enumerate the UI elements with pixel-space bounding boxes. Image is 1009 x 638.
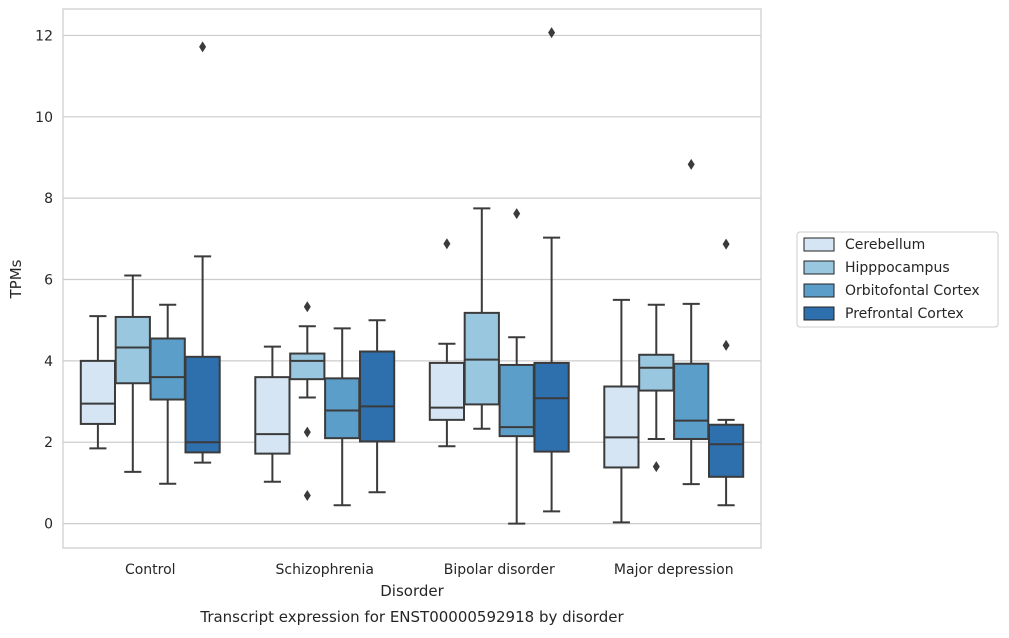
y-tick-label: 2 — [44, 435, 53, 451]
y-axis-label: TPMs — [7, 259, 25, 299]
y-tick-label: 6 — [44, 273, 53, 289]
box-body — [533, 361, 570, 453]
outlier-point — [513, 208, 521, 220]
plot-area-frame — [62, 8, 762, 549]
box-body — [324, 377, 361, 440]
outlier-point — [687, 158, 695, 170]
y-tick-label: 4 — [44, 354, 53, 370]
outlier-point — [199, 41, 207, 53]
box-body — [358, 350, 396, 443]
box-body — [289, 352, 326, 381]
box-body — [184, 355, 221, 454]
box-body — [428, 361, 466, 421]
x-axis-label: Disorder — [380, 582, 444, 600]
y-tick-label: 10 — [35, 110, 53, 126]
box-3-1 — [638, 303, 675, 473]
box-body — [114, 315, 151, 385]
y-tick-label: 8 — [44, 191, 53, 207]
box-body — [79, 359, 117, 425]
box-2-3 — [533, 27, 570, 513]
legend-label: Prefrontal Cortex — [845, 306, 964, 322]
box-body — [498, 363, 535, 438]
box-1-1 — [289, 301, 326, 502]
x-tick-label: Bipolar disorder — [444, 562, 555, 578]
box-1-0 — [254, 345, 291, 483]
outlier-point — [303, 301, 311, 313]
legend-label: Orbitofontal Cortex — [845, 283, 980, 299]
outlier-point — [303, 426, 311, 438]
y-tick-labels: 0 2 4 6 8 10 12 — [35, 28, 53, 532]
box-body — [638, 353, 675, 392]
chart-title: Transcript expression for ENST0000059291… — [199, 608, 624, 626]
x-tick-label: Control — [125, 562, 176, 578]
outlier-point — [722, 238, 730, 250]
x-tick-label: Schizophrenia — [276, 562, 374, 578]
box-1-3 — [358, 319, 396, 494]
y-tick-label: 12 — [35, 28, 53, 44]
box-body — [603, 385, 640, 469]
box-1-2 — [324, 327, 361, 507]
outlier-point — [303, 490, 311, 502]
box-0-0 — [79, 315, 117, 450]
legend-swatch — [803, 283, 835, 298]
y-tick-label: 0 — [44, 517, 53, 533]
legend: Cerebellum Hipppocampus Orbitofontal Corte… — [796, 231, 999, 328]
box-body — [707, 423, 745, 478]
x-tick-label: Major depression — [614, 562, 734, 578]
legend-frame — [796, 231, 999, 328]
box-2-1 — [463, 207, 500, 430]
box-body — [463, 311, 500, 406]
legend-swatch — [803, 237, 835, 252]
box-0-3 — [184, 41, 221, 464]
outlier-point — [443, 238, 451, 250]
outlier-point — [722, 339, 730, 351]
legend-swatch — [803, 306, 835, 321]
box-body — [254, 376, 291, 455]
box-body — [673, 362, 710, 440]
box-3-2 — [673, 158, 710, 486]
legend-swatch — [803, 260, 835, 275]
box-2-0 — [428, 238, 466, 448]
x-tick-labels: Control Schizophrenia Bipolar disorder Majo… — [125, 562, 734, 578]
box-body — [149, 337, 186, 401]
legend-label: Cerebellum — [845, 237, 925, 253]
outlier-point — [652, 461, 660, 473]
box-3-0 — [603, 298, 640, 524]
legend-label: Hipppocampus — [845, 260, 950, 276]
boxes — [79, 27, 745, 525]
outlier-point — [548, 27, 556, 39]
box-0-1 — [114, 274, 151, 473]
box-3-3 — [707, 238, 745, 507]
